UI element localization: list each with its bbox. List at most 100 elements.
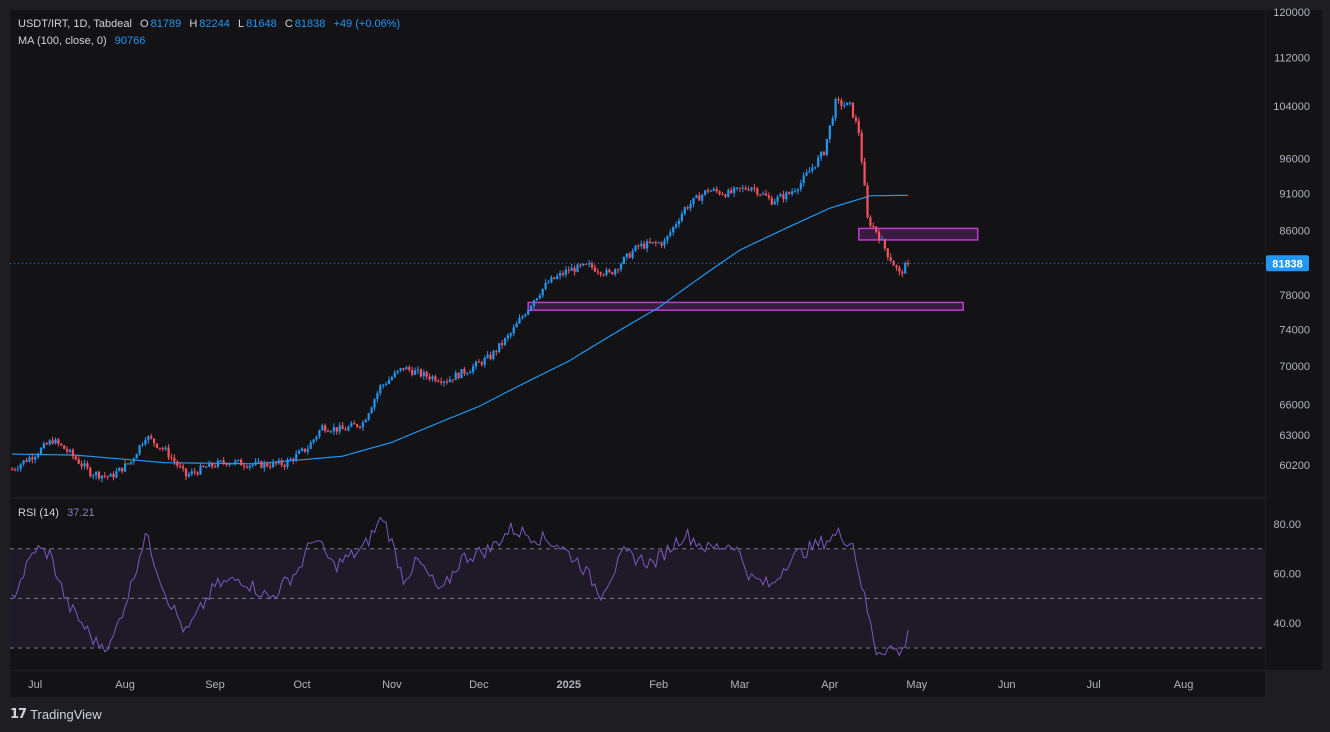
rsi-legend[interactable]: RSI (14) 37.21 bbox=[18, 507, 97, 519]
price-pane bbox=[10, 10, 1265, 497]
candle-body bbox=[759, 194, 762, 196]
supply-demand-zones bbox=[527, 227, 979, 311]
candle-body bbox=[138, 445, 141, 455]
price-axis-area bbox=[1266, 10, 1322, 670]
time-tick-label: Mar bbox=[730, 679, 749, 691]
price-tick-label: 63000 bbox=[1279, 430, 1310, 442]
candle-body bbox=[431, 376, 434, 380]
candle-body bbox=[158, 447, 161, 449]
candle-body bbox=[367, 413, 370, 420]
candle-body bbox=[393, 372, 396, 378]
candle-body bbox=[672, 226, 675, 233]
candle-body bbox=[822, 151, 826, 156]
candle-body bbox=[843, 105, 846, 107]
candle-body bbox=[353, 423, 356, 425]
candle-body bbox=[860, 132, 863, 162]
candle-body bbox=[338, 425, 341, 432]
candle-body bbox=[451, 379, 454, 381]
open-value: 81789 bbox=[150, 18, 182, 30]
candle-body bbox=[396, 370, 399, 373]
candle-body bbox=[318, 430, 321, 437]
candle-body bbox=[286, 459, 289, 467]
candle-body bbox=[83, 463, 86, 467]
candle-body bbox=[71, 449, 74, 457]
zone-rect[interactable] bbox=[527, 301, 964, 311]
candle-body bbox=[112, 473, 115, 478]
ma-legend[interactable]: MA (100, close, 0) 90766 bbox=[18, 35, 147, 47]
last-price-value: 81838 bbox=[1272, 258, 1303, 270]
candle-body bbox=[747, 189, 750, 191]
candle-body bbox=[274, 461, 277, 464]
candle-body bbox=[808, 170, 811, 173]
candle-body bbox=[532, 300, 536, 306]
candle-body bbox=[68, 449, 72, 452]
candle-body bbox=[42, 443, 45, 449]
candle-body bbox=[907, 263, 910, 265]
candle-body bbox=[602, 274, 605, 276]
candle-body bbox=[477, 361, 480, 363]
candle-body bbox=[851, 102, 855, 118]
candle-body bbox=[126, 463, 130, 465]
time-tick-label: Apr bbox=[821, 679, 838, 691]
candle-body bbox=[846, 102, 849, 106]
candle-body bbox=[350, 423, 353, 427]
candle-body bbox=[724, 194, 727, 197]
open-label: O bbox=[140, 18, 149, 30]
candle-body bbox=[77, 459, 80, 464]
candle-body bbox=[283, 465, 286, 467]
candle-body bbox=[559, 272, 562, 276]
candle-body bbox=[45, 443, 48, 445]
candle-body bbox=[637, 245, 640, 247]
candle-body bbox=[408, 367, 411, 370]
candle-body bbox=[271, 461, 275, 468]
high-value: 82244 bbox=[199, 18, 230, 30]
candle-body bbox=[538, 295, 541, 299]
candle-body bbox=[28, 457, 31, 462]
candle-body bbox=[405, 367, 408, 370]
candle-body bbox=[689, 203, 692, 209]
candle-body bbox=[608, 269, 611, 273]
candle-body bbox=[269, 466, 272, 468]
candle-body bbox=[796, 189, 799, 192]
candle-body bbox=[179, 465, 182, 467]
candle-body bbox=[106, 476, 109, 478]
candle-body bbox=[770, 197, 773, 205]
tradingview-brand[interactable]: 𝟭𝟳 TradingView bbox=[10, 706, 102, 722]
zone-rect[interactable] bbox=[858, 227, 979, 241]
rsi-tick-label: 60.00 bbox=[1273, 569, 1301, 581]
candle-body bbox=[764, 193, 768, 196]
candle-body bbox=[402, 368, 405, 370]
rsi-layer bbox=[11, 516, 909, 657]
candle-body bbox=[535, 298, 538, 301]
candle-body bbox=[48, 440, 51, 445]
time-tick-label: Dec bbox=[469, 679, 489, 691]
candle-body bbox=[515, 323, 518, 328]
candle-body bbox=[161, 448, 164, 450]
candle-body bbox=[225, 463, 228, 465]
candle-body bbox=[196, 472, 199, 475]
rsi-tick-label: 40.00 bbox=[1273, 618, 1301, 630]
candle-body bbox=[651, 241, 654, 244]
candle-body bbox=[39, 448, 43, 455]
tradingview-logo-icon: 𝟭𝟳 bbox=[10, 706, 27, 721]
time-tick-label: Nov bbox=[382, 679, 402, 691]
candle-body bbox=[596, 271, 599, 273]
time-tick-label: Aug bbox=[1174, 679, 1194, 691]
candle-body bbox=[457, 372, 460, 379]
close-value: 81838 bbox=[294, 18, 326, 30]
candle-body bbox=[251, 464, 254, 466]
candle-body bbox=[60, 443, 63, 446]
candle-body bbox=[443, 381, 446, 383]
candle-body bbox=[550, 277, 553, 283]
candle-body bbox=[785, 192, 788, 200]
candle-body bbox=[492, 350, 495, 360]
candle-body bbox=[840, 100, 843, 107]
candle-body bbox=[721, 194, 724, 196]
candle-body bbox=[242, 465, 246, 467]
time-tick-label: May bbox=[906, 679, 927, 691]
candle-body bbox=[260, 461, 263, 468]
candle-body bbox=[588, 263, 591, 265]
candle-body bbox=[324, 425, 327, 432]
price-tick-label: 112000 bbox=[1274, 52, 1310, 64]
